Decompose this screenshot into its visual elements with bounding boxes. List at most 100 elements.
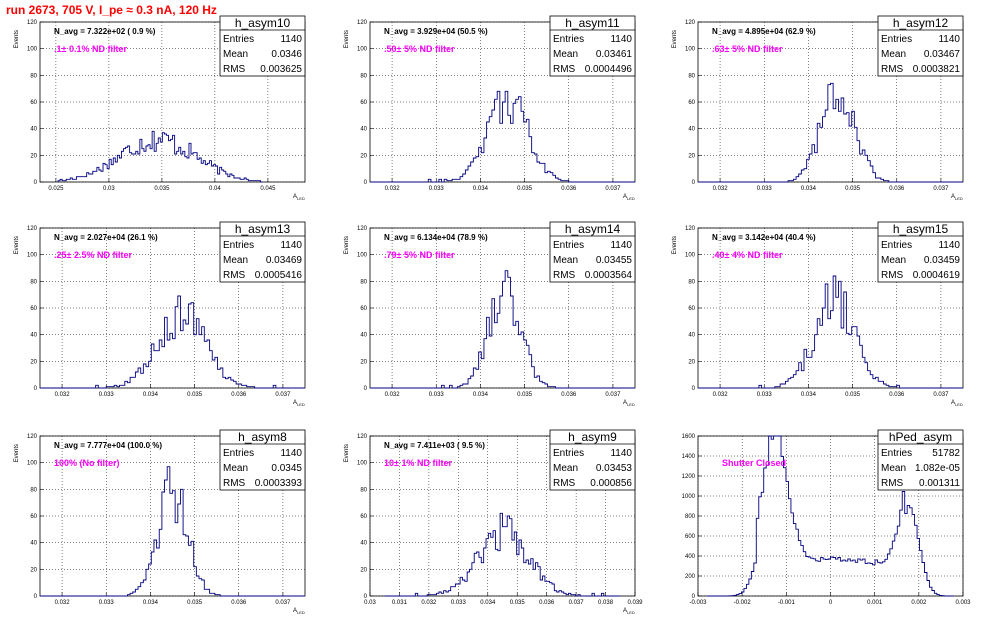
x-tick-label: 0.034: [473, 392, 489, 398]
x-tick-label: 0.032: [421, 600, 437, 606]
x-tick-label: -0.003: [689, 600, 707, 606]
x-tick-label: 0.036: [561, 186, 577, 192]
x-axis-label: ALED: [293, 194, 305, 201]
stats-box: [219, 221, 306, 283]
stats-key: RMS: [223, 478, 246, 489]
y-tick-label: 60: [360, 306, 367, 312]
y-tick-label: 800: [685, 514, 696, 520]
filter-label: .40± 4% ND filter: [712, 250, 783, 260]
y-tick-label: 80: [688, 279, 695, 285]
y-tick-label: 120: [357, 226, 368, 232]
stats-box: [219, 429, 306, 491]
stats-value: 1140: [610, 240, 632, 251]
y-tick-label: 40: [30, 541, 37, 547]
y-axis-label: Events: [344, 236, 350, 254]
y-axis-label: Events: [672, 236, 678, 254]
y-tick-label: 100: [357, 461, 368, 467]
stats-box: [877, 429, 964, 491]
y-tick-label: 80: [30, 487, 37, 493]
x-tick-label: 0.03: [364, 600, 376, 606]
stats-title: h_asym11: [565, 16, 620, 30]
x-tick-label: 0.035: [845, 186, 861, 192]
y-tick-label: 120: [357, 20, 368, 26]
stats-value: 1140: [610, 448, 632, 459]
x-tick-label: 0.035: [517, 392, 533, 398]
stats-key: RMS: [553, 270, 576, 281]
stats-value: 0.03453: [596, 463, 633, 474]
stats-value: 0.0004496: [585, 64, 633, 75]
y-tick-label: 40: [360, 541, 367, 547]
x-tick-label: 0.034: [801, 392, 817, 398]
x-axis-label: ALED: [951, 194, 963, 201]
filter-label: .79± 5% ND filter: [384, 250, 455, 260]
y-tick-label: 0: [364, 180, 368, 186]
navg-label: N_avg = 7.777e+04 (100.0 %): [54, 441, 162, 450]
x-tick-label: 0.033: [429, 392, 445, 398]
stats-title: h_asym14: [565, 222, 621, 236]
stats-key: Mean: [223, 255, 248, 266]
navg-label: N_avg = 3.142e+04 (40.4 %): [712, 233, 816, 242]
x-tick-label: 0.035: [510, 600, 526, 606]
navg-label: N_avg = 2.027e+04 (26.1 %): [54, 233, 158, 242]
y-tick-label: 0: [364, 386, 368, 392]
x-tick-label: 0.037: [569, 600, 585, 606]
y-tick-label: 80: [360, 487, 367, 493]
y-tick-label: 400: [685, 554, 696, 560]
y-tick-label: 100: [357, 253, 368, 259]
y-tick-label: 0: [34, 594, 38, 600]
hist-line-h_asym8: [40, 466, 305, 597]
stats-value: 0.03461: [596, 49, 633, 60]
x-tick-label: 0.034: [143, 392, 159, 398]
y-tick-label: 0: [364, 594, 368, 600]
x-tick-label: 0.032: [55, 392, 71, 398]
x-tick-label: 0.037: [275, 600, 291, 606]
x-tick-label: 0.033: [757, 186, 773, 192]
filter-label: .63± 5% ND filter: [712, 44, 783, 54]
x-tick-label: 0.035: [845, 392, 861, 398]
x-axis-label: ALED: [293, 608, 305, 615]
stats-box: [549, 15, 636, 77]
x-tick-label: 0.035: [187, 600, 203, 606]
stats-box: [877, 221, 964, 283]
y-tick-label: 40: [688, 127, 695, 133]
y-tick-label: 40: [30, 333, 37, 339]
stats-value: 1140: [938, 34, 960, 45]
stats-key: Mean: [223, 49, 248, 60]
x-tick-label: 0.036: [539, 600, 555, 606]
y-tick-label: 120: [27, 226, 38, 232]
stats-key: Mean: [881, 463, 906, 474]
y-tick-label: 20: [360, 567, 367, 573]
navg-label: N_avg = 7.411e+03 ( 9.5 %): [384, 441, 485, 450]
stats-key: Entries: [553, 448, 584, 459]
navg-label: N_avg = 4.895e+04 (62.9 %): [712, 27, 816, 36]
stats-value: 0.000856: [590, 478, 632, 489]
x-tick-label: 0.033: [451, 600, 467, 606]
y-tick-label: 120: [27, 434, 38, 440]
x-tick-label: 0.036: [231, 392, 247, 398]
stats-key: Mean: [881, 49, 906, 60]
x-tick-label: 0.035: [187, 392, 203, 398]
stats-key: RMS: [553, 64, 576, 75]
filter-label: 10± 1% ND filter: [384, 458, 452, 468]
y-tick-label: 80: [360, 73, 367, 79]
y-tick-label: 0: [692, 594, 696, 600]
stats-key: RMS: [553, 478, 576, 489]
navg-label: N_avg = 7.322e+02 ( 0.9 %): [54, 27, 156, 36]
x-tick-label: 0.034: [480, 600, 496, 606]
navg-label: N_avg = 3.929e+04 (50.5 %): [384, 27, 488, 36]
x-tick-label: 0.003: [955, 600, 971, 606]
x-tick-label: 0.037: [605, 392, 621, 398]
y-axis-label: Events: [14, 444, 20, 462]
stats-key: Entries: [553, 34, 584, 45]
x-tick-label: 0.032: [385, 392, 401, 398]
stats-key: RMS: [881, 478, 904, 489]
x-axis-label: ALED: [623, 400, 635, 407]
hist-panel-h_asym13: 0.032 0.033 0.034 0.035 0.036 0.037 0 20 40 60 80 1…: [14, 221, 306, 407]
x-tick-label: -0.001: [778, 600, 796, 606]
x-tick-label: 0.037: [605, 186, 621, 192]
x-tick-label: 0.038: [598, 600, 614, 606]
y-tick-label: 20: [688, 153, 695, 159]
y-tick-label: 600: [685, 534, 696, 540]
y-tick-label: 100: [685, 47, 696, 53]
stats-key: Entries: [881, 240, 912, 251]
